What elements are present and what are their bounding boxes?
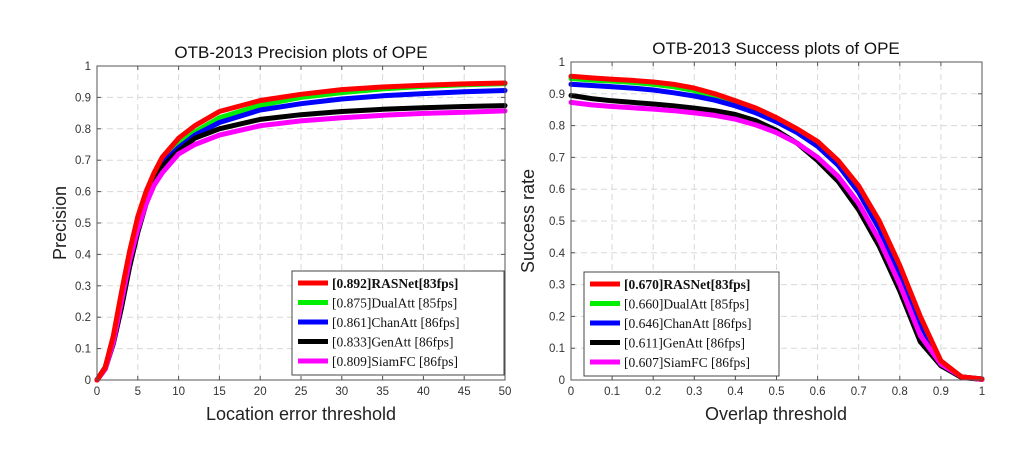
success-plot-ylabel: Success rate	[518, 169, 538, 273]
y-tick-label: 0.7	[75, 155, 91, 167]
x-tick-label: 0.8	[892, 386, 908, 398]
x-tick-label: 0.1	[604, 386, 620, 398]
y-tick-label: 1	[85, 61, 91, 73]
success-plot: 0 0.1 0.2 0.3 0.4 0.5 0.6 0.7 0.8 0.9 1 0 0.1 0.2 0.3 0…	[518, 39, 985, 424]
y-tick-label: 0.3	[549, 280, 565, 292]
legend-label-rasnet: [0.670]RASNet[83fps]	[624, 277, 750, 292]
legend-label-genatt: [0.833]GenAtt [86fps]	[332, 335, 453, 350]
x-tick-label: 10	[172, 386, 185, 398]
legend-label-siamfc: [0.809]SiamFC [86fps]	[332, 354, 458, 369]
x-tick-label: 35	[376, 386, 389, 398]
precision-plot-title: OTB-2013 Precision plots of OPE	[174, 43, 427, 62]
x-tick-label: 20	[254, 386, 267, 398]
precision-plot-ylabel: Precision	[50, 186, 70, 260]
y-tick-label: 0.6	[549, 184, 565, 196]
y-tick-label: 0.8	[75, 124, 91, 136]
y-tick-label: 0.8	[549, 121, 565, 133]
x-tick-label: 40	[417, 386, 430, 398]
y-tick-label: 0.3	[75, 281, 91, 293]
x-tick-label: 1	[979, 386, 985, 398]
y-tick-label: 0.7	[549, 152, 565, 164]
y-tick-label: 0	[559, 375, 565, 387]
x-tick-label: 5	[135, 386, 141, 398]
x-tick-label: 0.5	[769, 386, 785, 398]
x-tick-label: 0.7	[851, 386, 867, 398]
x-tick-label: 45	[458, 386, 471, 398]
y-tick-label: 0.9	[75, 92, 91, 104]
y-tick-label: 0.5	[75, 218, 91, 230]
legend-label-siamfc: [0.607]SiamFC [86fps]	[624, 355, 750, 370]
success-plot-legend: [0.670]RASNet[83fps] [0.660]DualAtt [85fp…	[583, 271, 780, 377]
legend-label-chanatt: [0.861]ChanAtt [86fps]	[332, 315, 459, 330]
success-series-rasnet	[568, 73, 985, 382]
success-plot-title: OTB-2013 Success plots of OPE	[652, 39, 900, 58]
y-tick-label: 0.1	[549, 343, 565, 355]
x-tick-label: 0.2	[645, 386, 661, 398]
x-tick-label: 0.3	[686, 386, 702, 398]
legend-label-rasnet: [0.892]RASNet[83fps]	[332, 276, 458, 291]
y-tick-label: 0	[85, 375, 91, 387]
y-tick-label: 0.6	[75, 187, 91, 199]
x-tick-label: 0.6	[810, 386, 826, 398]
success-series-chanatt	[568, 81, 985, 382]
y-tick-label: 0.2	[549, 311, 565, 323]
success-plot-xlabel: Overlap threshold	[705, 404, 847, 424]
y-tick-label: 0.1	[75, 344, 91, 356]
x-tick-label: 0	[94, 386, 100, 398]
x-tick-label: 0	[568, 386, 574, 398]
x-tick-label: 50	[499, 386, 512, 398]
legend-label-chanatt: [0.646]ChanAtt [86fps]	[624, 316, 751, 331]
x-tick-label: 0.4	[727, 386, 744, 398]
legend-label-dualatt: [0.875]DualAtt [85fps]	[332, 296, 457, 311]
precision-plot-xlabel: Location error threshold	[206, 404, 396, 424]
y-tick-label: 0.2	[75, 312, 91, 324]
y-tick-label: 0.4	[549, 248, 566, 260]
precision-plot: 0 5 10 15 20 25 30 35 40 45 50 0 0.1 0.2 0.3 0.4 0.5 0.6 0…	[50, 43, 511, 424]
success-series-siamfc	[568, 99, 985, 382]
y-tick-label: 0.4	[75, 249, 92, 261]
y-tick-label: 0.5	[549, 216, 565, 228]
legend-label-genatt: [0.611]GenAtt [86fps]	[624, 336, 745, 351]
y-tick-label: 1	[559, 57, 565, 69]
x-tick-label: 0.9	[933, 386, 949, 398]
x-tick-label: 30	[335, 386, 348, 398]
legend-label-dualatt: [0.660]DualAtt [85fps]	[624, 297, 749, 312]
x-tick-label: 25	[295, 386, 308, 398]
precision-plot-legend: [0.892]RASNet[83fps] [0.875]DualAtt [85fp…	[291, 270, 505, 376]
y-tick-label: 0.9	[549, 89, 565, 101]
precision-series-rasnet	[94, 80, 508, 383]
x-tick-label: 15	[213, 386, 226, 398]
